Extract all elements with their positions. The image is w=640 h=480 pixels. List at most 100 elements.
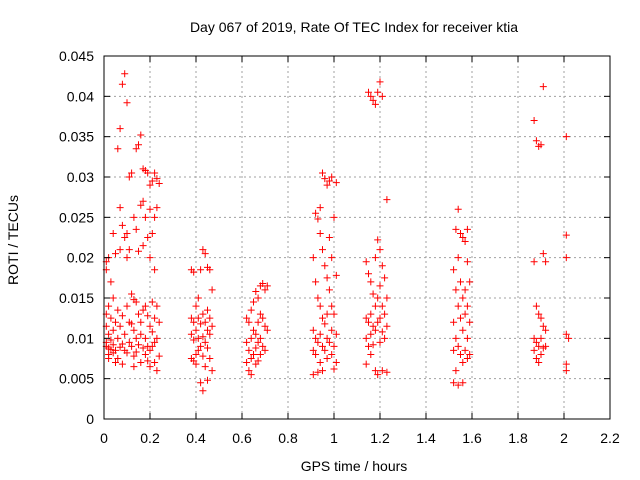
y-tick-label: 0.03 bbox=[67, 169, 94, 185]
data-point bbox=[123, 349, 131, 357]
data-point bbox=[362, 360, 370, 368]
data-point bbox=[457, 350, 464, 358]
data-point bbox=[245, 346, 253, 354]
chart-title: Day 067 of 2019, Rate Of TEC Index for r… bbox=[190, 19, 518, 35]
data-point bbox=[199, 310, 207, 318]
data-point bbox=[378, 302, 386, 310]
data-point bbox=[332, 359, 340, 367]
data-point bbox=[452, 225, 460, 233]
data-point bbox=[537, 314, 545, 322]
data-point bbox=[328, 302, 336, 310]
data-point bbox=[316, 204, 324, 212]
data-point bbox=[378, 262, 386, 270]
data-point bbox=[319, 246, 326, 254]
data-point bbox=[535, 310, 543, 318]
data-point bbox=[362, 258, 370, 266]
data-point bbox=[309, 254, 317, 262]
data-point bbox=[208, 322, 216, 330]
y-tick-label: 0.035 bbox=[59, 129, 94, 145]
data-points bbox=[102, 70, 573, 395]
data-point bbox=[201, 318, 209, 326]
data-point bbox=[118, 360, 126, 368]
data-point bbox=[325, 286, 333, 294]
data-point bbox=[114, 145, 122, 153]
data-point bbox=[252, 288, 260, 296]
data-point bbox=[197, 266, 205, 274]
data-point bbox=[309, 346, 317, 354]
data-point bbox=[463, 258, 471, 266]
data-point bbox=[112, 318, 119, 326]
data-point bbox=[144, 169, 152, 177]
data-point bbox=[530, 334, 538, 342]
data-point bbox=[130, 326, 138, 334]
data-point bbox=[454, 205, 462, 213]
data-point bbox=[199, 246, 207, 254]
y-tick-label: 0.025 bbox=[59, 209, 94, 225]
data-point bbox=[153, 367, 161, 375]
data-point bbox=[107, 314, 115, 322]
data-point bbox=[316, 229, 324, 237]
data-point bbox=[153, 302, 161, 310]
data-point bbox=[332, 179, 340, 187]
y-tick-label: 0.04 bbox=[67, 88, 94, 104]
data-point bbox=[319, 314, 326, 322]
data-point bbox=[206, 330, 214, 338]
x-axis-label: GPS time / hours bbox=[301, 458, 408, 474]
data-point bbox=[148, 328, 156, 336]
data-point bbox=[376, 338, 384, 346]
data-point bbox=[374, 294, 382, 302]
data-point bbox=[314, 368, 322, 376]
data-point bbox=[107, 278, 115, 286]
data-point bbox=[457, 314, 464, 322]
data-point bbox=[261, 286, 269, 294]
data-point bbox=[250, 350, 257, 358]
data-point bbox=[457, 278, 464, 286]
x-tick-label: 2 bbox=[560, 430, 568, 446]
data-point bbox=[112, 250, 119, 258]
data-point bbox=[190, 268, 198, 276]
data-point bbox=[312, 350, 320, 358]
data-point bbox=[116, 246, 124, 254]
data-point bbox=[457, 229, 464, 237]
data-point bbox=[151, 338, 159, 346]
data-point bbox=[532, 338, 540, 346]
x-tick-label: 0.6 bbox=[232, 430, 252, 446]
data-point bbox=[459, 294, 467, 302]
y-tick-label: 0.02 bbox=[67, 250, 94, 266]
data-point bbox=[466, 318, 474, 326]
data-point bbox=[378, 92, 386, 100]
data-point bbox=[148, 298, 156, 306]
data-point bbox=[323, 274, 331, 282]
data-point bbox=[312, 209, 320, 217]
data-point bbox=[256, 310, 264, 318]
data-point bbox=[461, 346, 469, 354]
data-point bbox=[204, 344, 211, 352]
data-point bbox=[190, 336, 198, 344]
data-point bbox=[256, 334, 264, 342]
data-point bbox=[192, 360, 200, 368]
data-point bbox=[454, 381, 462, 389]
x-tick-label: 0.2 bbox=[140, 430, 160, 446]
data-point bbox=[466, 350, 474, 358]
data-point bbox=[144, 234, 152, 241]
data-point bbox=[247, 306, 255, 314]
data-point bbox=[562, 231, 570, 239]
data-point bbox=[254, 338, 262, 346]
data-point bbox=[114, 334, 122, 342]
data-point bbox=[250, 326, 257, 334]
data-point bbox=[263, 326, 271, 334]
data-point bbox=[148, 177, 156, 185]
data-point bbox=[362, 314, 370, 322]
data-point bbox=[118, 80, 126, 88]
data-point bbox=[112, 359, 119, 367]
data-point bbox=[153, 334, 161, 342]
x-tick-label: 0.8 bbox=[278, 430, 298, 446]
data-point bbox=[539, 250, 547, 258]
data-point bbox=[192, 302, 200, 310]
x-tick-label: 1.2 bbox=[370, 430, 390, 446]
data-point bbox=[452, 367, 460, 375]
x-tick-label: 1.4 bbox=[416, 430, 436, 446]
data-point bbox=[151, 213, 159, 221]
data-point bbox=[532, 355, 540, 362]
data-point bbox=[146, 363, 154, 371]
